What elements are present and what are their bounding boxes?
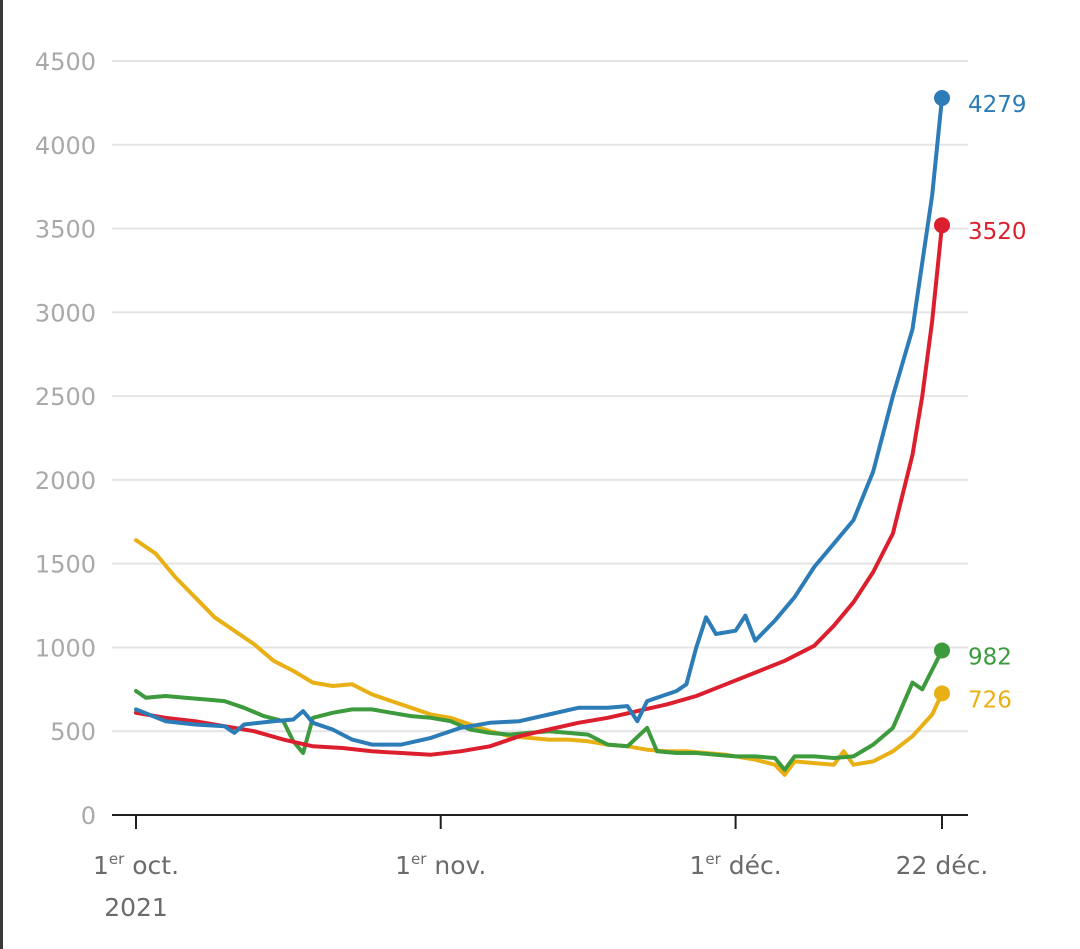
- x-tick-label: 1er nov.: [395, 850, 486, 880]
- x-tick-year-label: 2021: [104, 893, 168, 922]
- series-line-982: [134, 648, 944, 772]
- y-axis: 0 500 1000 1500 2000 2500 3000 3500 4000 4500: [35, 48, 96, 830]
- grid: [112, 60, 968, 733]
- y-tick-label: 1000: [35, 634, 96, 662]
- series-group: [134, 96, 944, 777]
- series-end-label-982: 982: [968, 644, 1012, 670]
- y-tick-label: 2500: [35, 383, 96, 411]
- x-tick-label: 22 déc.: [896, 851, 989, 880]
- y-tick-label: 4500: [35, 48, 96, 76]
- series-line-726: [134, 538, 944, 777]
- frame-edge: [0, 0, 3, 949]
- y-tick-label: 1500: [35, 551, 96, 579]
- y-tick-label: 4000: [35, 132, 96, 160]
- y-tick-label: 0: [81, 802, 96, 830]
- x-axis: 1er oct. 2021 1er nov. 1er déc. 22 déc.: [93, 814, 989, 922]
- y-tick-label: 500: [50, 718, 96, 746]
- series-end-label-3520: 3520: [968, 219, 1027, 245]
- series-end-label-4279: 4279: [968, 92, 1027, 118]
- series-end-point-726: [934, 685, 950, 702]
- series-end-point-982: [934, 642, 950, 659]
- series-line-4279: [134, 96, 944, 747]
- y-tick-label: 3000: [35, 299, 96, 327]
- series-end-point-3520: [934, 217, 950, 234]
- y-tick-label: 2000: [35, 467, 96, 495]
- end-labels: 726 982 3520 4279: [934, 90, 1027, 713]
- series-end-point-4279: [934, 90, 950, 107]
- x-tick-label: 1er déc.: [689, 850, 781, 880]
- series-line-3520: [134, 223, 944, 757]
- y-tick-label: 3500: [35, 216, 96, 244]
- series-end-label-726: 726: [968, 687, 1012, 713]
- x-tick-label: 1er oct.: [93, 850, 179, 880]
